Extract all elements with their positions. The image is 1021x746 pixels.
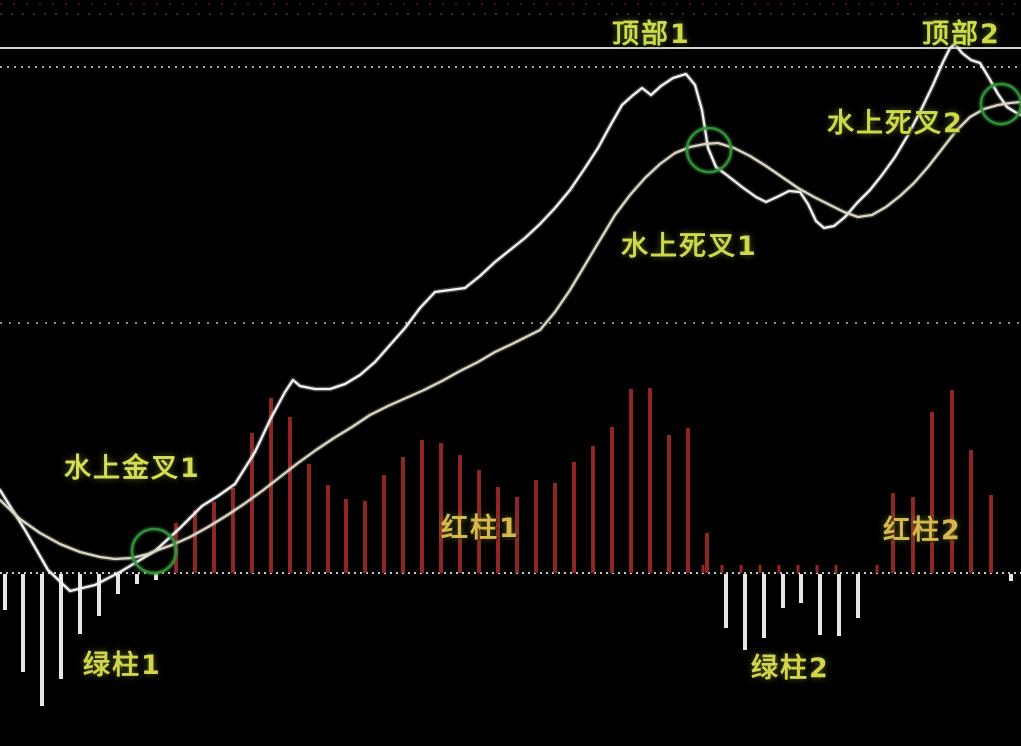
macd-red-bar (667, 435, 671, 573)
macd-red-bar (648, 388, 652, 573)
macd-red-bar (891, 493, 895, 573)
macd-red-bar (610, 427, 614, 573)
label-water-death-cross-1: 水上死叉1 (621, 231, 758, 262)
macd-red-bar (382, 475, 386, 573)
macd-red-bar (705, 533, 709, 573)
death-cross-1-circle (685, 126, 733, 174)
macd-green-bar (40, 574, 44, 706)
macd-green-bar (97, 574, 101, 616)
macd-red-bar (193, 510, 197, 573)
macd-red-bar (212, 502, 216, 573)
label-green-bars-1: 绿柱1 (83, 650, 162, 681)
macd-green-bar (116, 574, 120, 594)
macd-green-bar (856, 574, 860, 618)
dea-line (0, 100, 1021, 561)
macd-red-bar (591, 446, 595, 573)
macd-red-bar (572, 462, 576, 573)
macd-red-bar (458, 455, 462, 573)
macd-green-bar (818, 574, 822, 635)
macd-red-bar (250, 433, 254, 573)
macd-red-bar (950, 390, 954, 573)
macd-red-bar (344, 499, 348, 573)
macd-red-bar (401, 457, 405, 573)
label-top-1: 顶部1 (612, 19, 691, 50)
label-top-2: 顶部2 (922, 19, 1001, 50)
label-water-golden-cross-1: 水上金叉1 (64, 453, 201, 484)
macd-green-bar (21, 574, 25, 672)
macd-red-bar (477, 470, 481, 573)
macd-green-bar (837, 574, 841, 636)
macd-red-bar (439, 443, 443, 573)
macd-green-bar (154, 574, 158, 580)
macd-green-bar (78, 574, 82, 634)
macd-red-bar (911, 497, 915, 573)
label-water-death-cross-2: 水上死叉2 (827, 108, 964, 139)
macd-red-bar (363, 501, 367, 573)
dif-line (0, 42, 1021, 593)
macd-red-bar (629, 389, 633, 573)
macd-red-bar (969, 450, 973, 573)
macd-green-bar (799, 574, 803, 603)
label-green-bars-2: 绿柱2 (751, 653, 830, 684)
macd-green-bar (781, 574, 785, 608)
macd-green-bar (743, 574, 747, 650)
macd-red-bar (420, 440, 424, 573)
macd-red-bar (989, 495, 993, 573)
label-red-bars-1: 红柱1 (441, 513, 520, 544)
macd-green-bar (59, 574, 63, 679)
macd-red-bar (269, 398, 273, 573)
macd-red-bar (930, 412, 934, 573)
macd-green-bar (135, 574, 139, 584)
macd-red-bar (686, 428, 690, 573)
golden-cross-1-circle (130, 527, 178, 575)
macd-green-bar (3, 574, 7, 610)
macd-red-bar (326, 485, 330, 573)
macd-red-bar (288, 417, 292, 573)
macd-red-bar (534, 480, 538, 573)
death-cross-2-circle (979, 82, 1021, 126)
macd-red-bar (553, 483, 557, 573)
macd-red-bar (515, 497, 519, 573)
macd-red-bar (307, 464, 311, 573)
macd-green-bar (1009, 574, 1013, 581)
macd-green-bar (762, 574, 766, 638)
macd-green-bar (724, 574, 728, 628)
macd-red-bar (496, 487, 500, 573)
label-red-bars-2: 红柱2 (883, 515, 962, 546)
macd-red-bar (231, 488, 235, 573)
dea-line-glow (0, 99, 1021, 562)
